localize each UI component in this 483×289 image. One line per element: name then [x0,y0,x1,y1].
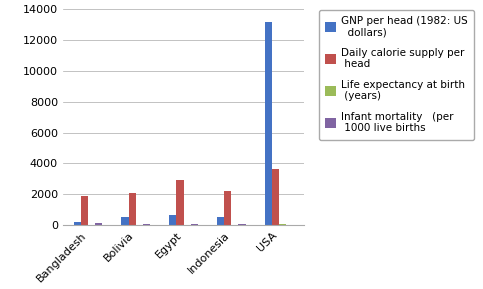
Bar [122,216,128,225]
Bar [169,215,176,225]
Bar [239,224,245,225]
Bar [217,217,224,225]
Bar [95,223,102,225]
Bar [191,224,198,225]
Bar [176,180,184,225]
Bar [143,223,150,225]
Bar [74,222,81,225]
Bar [128,193,136,225]
Bar [272,169,279,225]
Bar [81,196,88,225]
Bar [279,224,286,225]
Bar [224,190,231,225]
Legend: GNP per head (1982: US
  dollars), Daily calorie supply per
 head, Life expectan: GNP per head (1982: US dollars), Daily c… [319,10,474,140]
Bar [265,22,272,225]
